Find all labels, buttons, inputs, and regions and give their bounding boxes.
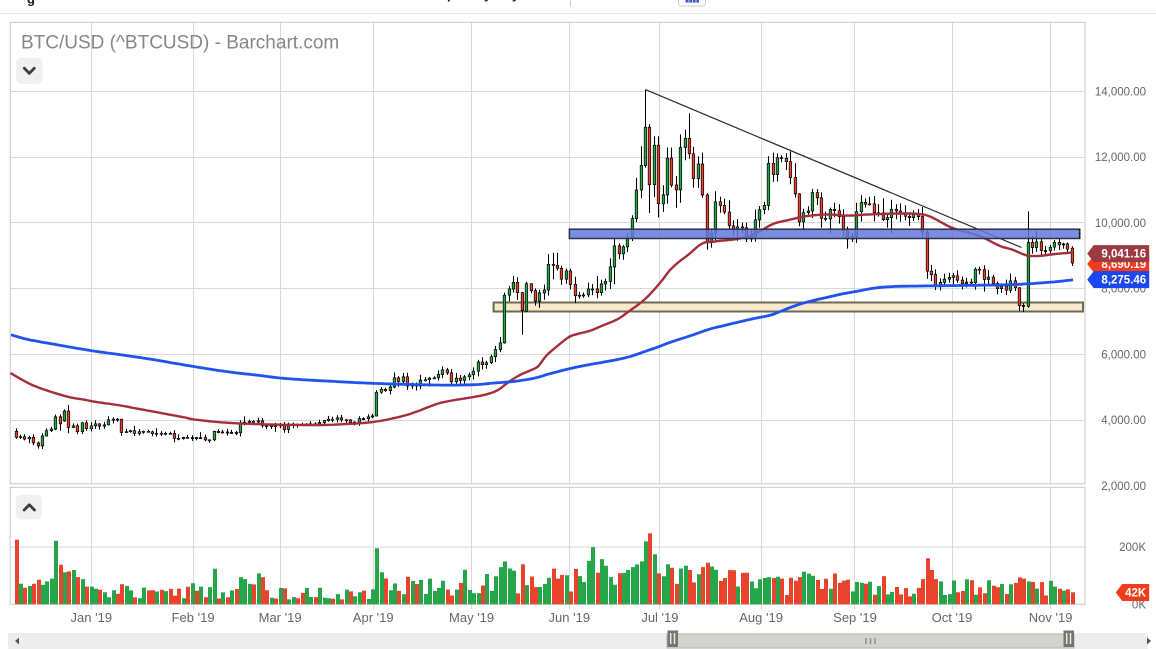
svg-text:g: g [27,0,35,7]
svg-text:Jun '19: Jun '19 [549,610,591,625]
svg-text:y: y [512,0,520,2]
svg-text:Feb '19: Feb '19 [172,610,215,625]
svg-text:8,275.46: 8,275.46 [1101,275,1146,287]
svg-text:Nov '19: Nov '19 [1029,610,1073,625]
svg-text:Jul '19: Jul '19 [641,610,678,625]
svg-text:Jan '19: Jan '19 [71,610,113,625]
svg-text:Sep '19: Sep '19 [833,610,877,625]
svg-text:14,000.00: 14,000.00 [1095,86,1146,98]
svg-text:y: y [484,0,492,2]
svg-text:BTC/USD (^BTCUSD) - Barchart.c: BTC/USD (^BTCUSD) - Barchart.com [21,33,339,54]
svg-text:May '19: May '19 [449,610,494,625]
svg-text:0K: 0K [1132,599,1146,611]
svg-text:42K: 42K [1125,588,1147,600]
svg-text:12,000.00: 12,000.00 [1095,152,1146,164]
svg-text:p: p [447,0,455,2]
svg-text:200K: 200K [1119,542,1146,554]
svg-text:4,000.00: 4,000.00 [1101,415,1146,427]
svg-text:2,000.00: 2,000.00 [1101,481,1146,493]
svg-text:10,000.00: 10,000.00 [1095,218,1146,230]
svg-text:9,041.16: 9,041.16 [1101,249,1146,261]
svg-text:6,000.00: 6,000.00 [1101,349,1146,361]
svg-text:Aug '19: Aug '19 [739,610,783,625]
svg-text:Oct '19: Oct '19 [932,610,973,625]
svg-text:Apr '19: Apr '19 [353,610,394,625]
svg-text:Mar '19: Mar '19 [259,610,302,625]
